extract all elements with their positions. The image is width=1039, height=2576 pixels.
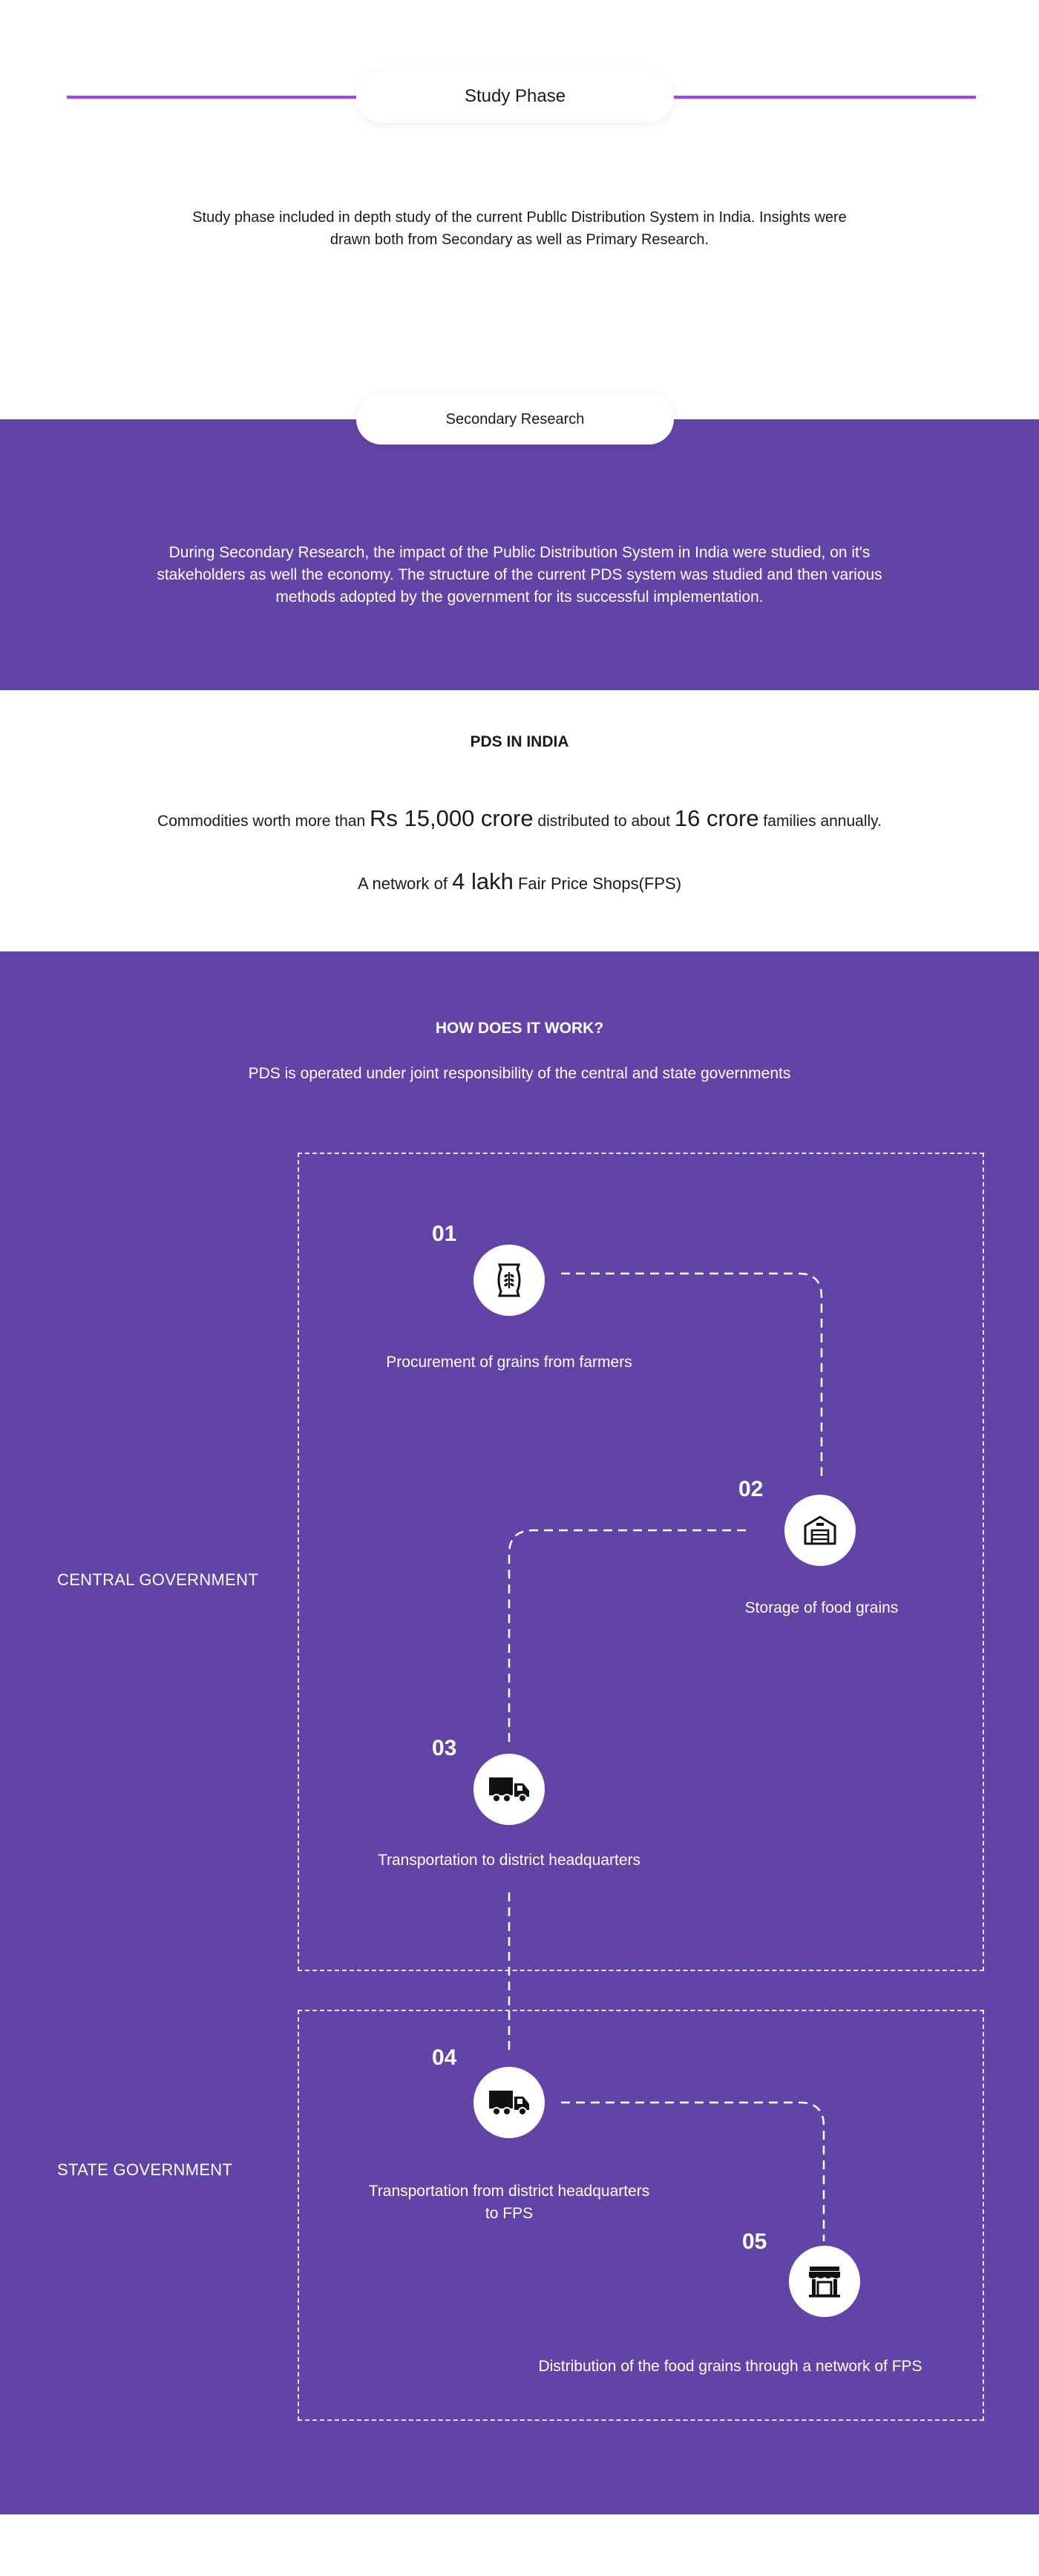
secondary-research-description: During Secondary Research, the impact of… [0,542,1039,609]
how-it-works-heading: HOW DOES IT WORK? [435,1020,604,1037]
connector-04-05 [561,2101,825,2241]
study-phase-description: Study phase included in depth study of t… [0,206,1039,251]
study-phase-line-right [674,96,976,99]
step-02-label: Storage of food grains [744,1599,899,1616]
warehouse-icon [804,1515,836,1545]
step-05-label: Distribution of the food grains through … [538,2358,922,2375]
study-phase-line-left [67,96,364,99]
truck-icon [489,2091,529,2116]
shop-icon [809,2267,840,2298]
stat2-text-post: Fair Price Shops(FPS) [513,874,682,893]
step-04-number: 04 [432,2045,457,2070]
step-01-icon-circle [473,1245,545,1316]
pds-heading: PDS IN INDIA [470,733,569,750]
step-03-label: Transportation to district headquarters [377,1852,641,1869]
how-it-works-section [0,951,1039,2514]
grain-sack-icon [497,1263,521,1297]
step-02-number: 02 [738,1477,764,1501]
stat1-value-families: 16 crore [674,805,759,831]
pds-stat-commodities: Commodities worth more than Rs 15,000 cr… [0,804,1039,836]
stat1-text-mid: distributed to about [533,813,675,830]
pds-stat-network: A network of 4 lakh Fair Price Shops(FPS… [0,867,1039,899]
state-government-box [298,2010,984,2421]
secondary-line-1: During Secondary Research, the impact of… [168,544,871,561]
connector-02-03 [508,1529,746,1744]
stat1-value-worth: Rs 15,000 crore [370,805,534,831]
truck-icon [489,1777,529,1803]
step-02-icon-circle [784,1495,856,1566]
secondary-research-section [0,419,1039,690]
step-05-icon-circle [789,2246,860,2317]
secondary-line-2: stakeholders as well the economy. The st… [157,566,882,583]
stat1-text-post: families annually. [758,813,882,830]
step-03-number: 03 [432,1736,457,1760]
secondary-research-title: Secondary Research [356,394,674,445]
stat1-text-pre: Commodities worth more than [157,813,370,830]
how-it-works-subheading: PDS is operated under joint responsibili… [248,1065,791,1082]
central-government-box [298,1153,984,1971]
secondary-line-3: methods adopted by the government for it… [275,589,764,606]
central-government-label: CENTRAL GOVERNMENT [57,1570,259,1589]
step-05-number: 05 [742,2229,767,2254]
study-description-line-1: Study phase included in depth study of t… [192,209,847,226]
step-01-number: 01 [432,1222,457,1246]
connector-01-02 [561,1272,823,1477]
state-government-label: STATE GOVERNMENT [57,2160,233,2179]
study-phase-title: Study Phase [356,71,674,122]
stat2-text-pre: A network of [357,874,453,893]
study-description-line-2: drawn both from Secondary as well as Pri… [330,232,709,248]
step-04-icon-circle [473,2067,545,2138]
step-04-label-line-2: to FPS [485,2205,534,2222]
step-01-label: Procurement of grains from farmers [386,1354,632,1371]
step-03-icon-circle [473,1754,545,1825]
step-04-label: Transportation from district headquarter… [324,2180,695,2225]
stat2-value-shops: 4 lakh [452,868,514,894]
step-04-label-line-1: Transportation from district headquarter… [368,2183,650,2200]
